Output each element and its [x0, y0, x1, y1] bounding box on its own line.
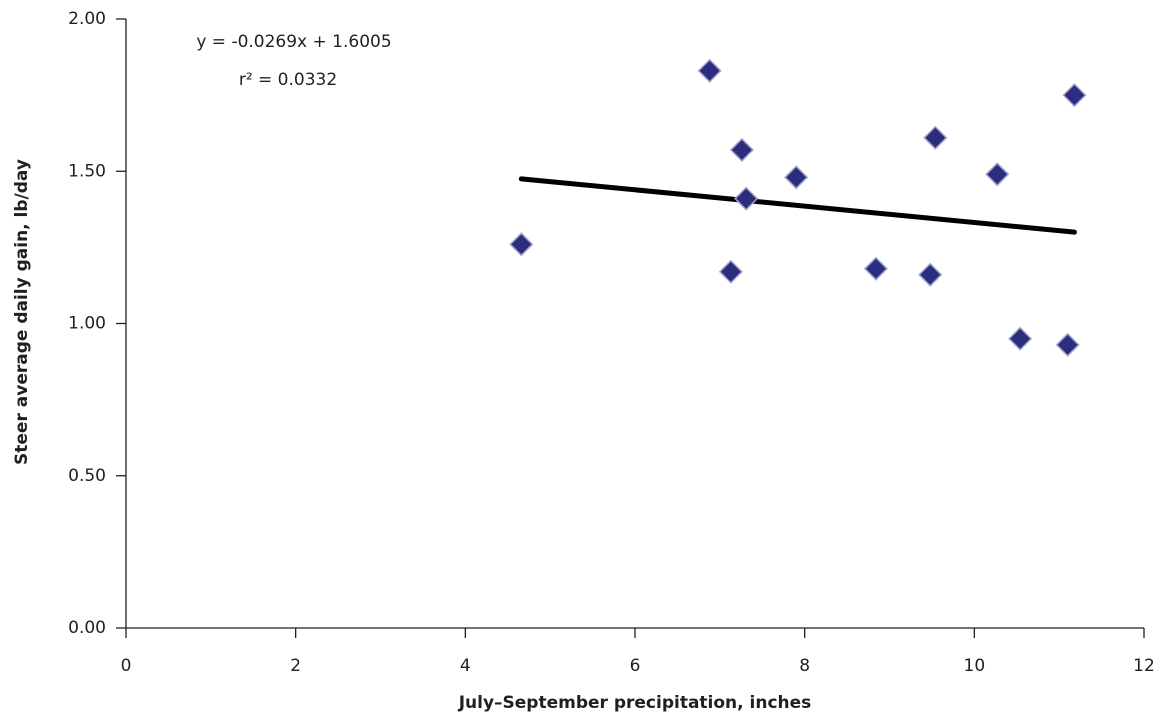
data-point [918, 262, 943, 287]
data-point [923, 125, 948, 150]
data-point [985, 162, 1010, 187]
x-axis-label: July–September precipitation, inches [458, 693, 812, 713]
data-point [697, 58, 722, 83]
x-tick-label: 0 [121, 656, 132, 676]
data-point [1062, 83, 1087, 108]
annotation: r² = 0.0332 [239, 70, 337, 90]
y-tick-label: 1.50 [68, 161, 106, 181]
y-tick-label: 2.00 [68, 9, 106, 29]
y-tick-label: 0.50 [68, 466, 106, 486]
data-point [718, 259, 743, 284]
x-tick-label: 6 [630, 656, 641, 676]
data-point [1055, 332, 1080, 357]
data-point [784, 165, 809, 190]
x-tick-label: 2 [290, 656, 301, 676]
trendline [518, 176, 1077, 235]
data-point [509, 232, 534, 257]
x-tick-label: 12 [1133, 656, 1155, 676]
x-tick-label: 10 [964, 656, 986, 676]
y-axis-label: Steer average daily gain, lb/day [12, 159, 32, 465]
data-point [1008, 326, 1033, 351]
data-point [729, 137, 754, 162]
y-tick-label: 0.00 [68, 618, 106, 638]
y-tick-label: 1.00 [68, 314, 106, 334]
data-point [863, 256, 888, 281]
x-tick-label: 4 [460, 656, 471, 676]
annotation: y = -0.0269x + 1.6005 [196, 32, 391, 52]
data-point [734, 186, 759, 211]
x-tick-label: 8 [799, 656, 810, 676]
